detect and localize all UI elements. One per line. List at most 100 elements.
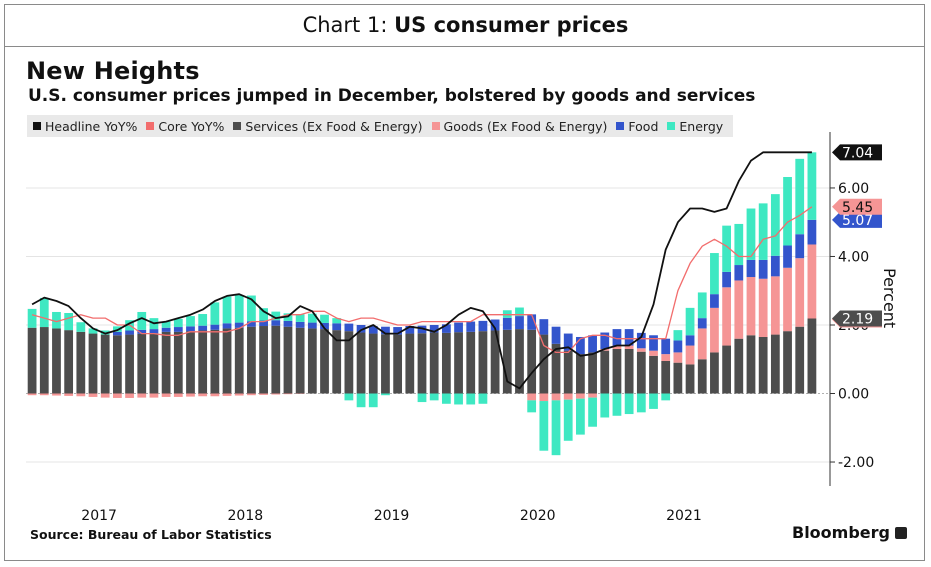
bar-segment [39, 297, 49, 328]
legend-item-core: Core YoY% [146, 119, 224, 134]
bar-segment [770, 255, 780, 277]
bar-segment [222, 323, 232, 329]
bar-segment [734, 265, 744, 281]
bar-segment [259, 308, 268, 321]
legend-item-goods: Goods (Ex Food & Energy) [431, 119, 607, 134]
bar-segment [783, 331, 792, 394]
bar-segment [624, 393, 634, 415]
bar-segment [576, 336, 585, 355]
end-label-text: 2.19 [842, 311, 873, 327]
bar-segment [770, 276, 780, 335]
bar-segment [807, 318, 817, 394]
bar-segment [649, 335, 658, 351]
bar-segment [112, 331, 122, 336]
bar-segment [64, 330, 74, 394]
bar-segment [746, 277, 756, 336]
bar-segment [344, 323, 354, 332]
bar-segment [710, 253, 719, 295]
bar-segment [234, 393, 244, 396]
bar-segment [137, 329, 147, 334]
bar-segment [52, 311, 61, 329]
bar-segment [624, 348, 634, 394]
bar-segment [478, 331, 488, 394]
bar-segment [697, 292, 707, 319]
bar-segment [466, 393, 476, 405]
bar-segment [722, 287, 732, 346]
bar-segment [636, 351, 646, 394]
bar-segment [295, 327, 305, 394]
bar-segment [368, 333, 378, 394]
bar-segment [697, 328, 707, 360]
gridlines [26, 187, 830, 463]
bar-segment [551, 343, 561, 394]
bar-segment [52, 393, 61, 396]
end-label-tag [832, 144, 882, 161]
legend-item-food: Food [616, 119, 658, 134]
series-line [31, 206, 813, 354]
bar-segment [417, 333, 427, 394]
bar-segment [539, 319, 549, 335]
bar-segment [490, 319, 500, 331]
legend-swatch [431, 122, 440, 130]
legend-item-services: Services (Ex Food & Energy) [233, 118, 423, 134]
bar-segment [758, 259, 768, 279]
bar-segment [356, 393, 366, 408]
legend-label: Services (Ex Food & Energy) [245, 118, 423, 134]
bar-segment [381, 393, 390, 396]
end-value-labels: 5.077.045.452.162.19 [832, 144, 882, 329]
bar-segment [39, 327, 49, 394]
bar-segment [356, 324, 366, 333]
bar-segment [52, 328, 61, 394]
x-tick-label: 2017 [81, 508, 117, 524]
legend: Headline YoY% Core YoY% Services (Ex Foo… [27, 115, 734, 137]
end-label-text: 5.45 [842, 200, 873, 216]
bar-segment [490, 330, 500, 394]
bar-segment [685, 345, 695, 365]
brand-logo: Bloomberg [792, 523, 907, 542]
bar-segment [137, 333, 147, 394]
bar-segment [222, 296, 232, 324]
bar-segment [271, 311, 281, 321]
bars [27, 152, 817, 456]
end-label-text: 5.07 [842, 213, 873, 229]
bar-segment [636, 393, 646, 413]
bar-segment [368, 326, 378, 334]
bar-segment [429, 393, 439, 401]
bar-segment [722, 271, 732, 288]
y-tick-label: 4.00 [838, 249, 869, 265]
bar-segment [332, 323, 342, 331]
bar-segment [673, 340, 683, 353]
bar-segment [307, 328, 317, 394]
bar-segment [64, 393, 74, 396]
bar-segment [539, 401, 549, 451]
bar-segment [161, 393, 171, 397]
bar-segment [186, 316, 195, 327]
bar-segment [502, 310, 512, 318]
x-tick-label: 2020 [520, 508, 556, 524]
bar-segment [222, 393, 232, 396]
bar-segment [210, 302, 220, 325]
bar-segment [636, 332, 646, 349]
bar-segment [661, 360, 671, 394]
bar-segment [563, 350, 573, 394]
y-axis: -2.000.002.004.006.00 [829, 132, 874, 486]
y-tick-label: 6.00 [838, 181, 869, 197]
end-label-tag [832, 211, 882, 228]
bar-segment [502, 317, 512, 330]
bar-segment [27, 393, 37, 396]
end-label-tag [832, 198, 882, 215]
bar-segment [710, 294, 719, 308]
bar-segment [807, 219, 817, 245]
bar-segment [563, 393, 573, 400]
bar-segment [247, 393, 256, 396]
bar-segment [307, 313, 317, 323]
bar-segment [332, 318, 342, 324]
legend-swatch [616, 122, 625, 130]
bar-segment [344, 393, 354, 401]
end-label: 5.07 [832, 211, 882, 229]
chart-subtitle: U.S. consumer prices jumped in December,… [28, 86, 756, 106]
bar-segment [454, 393, 463, 405]
bar-segment [576, 393, 585, 399]
bar-segment [758, 336, 768, 394]
